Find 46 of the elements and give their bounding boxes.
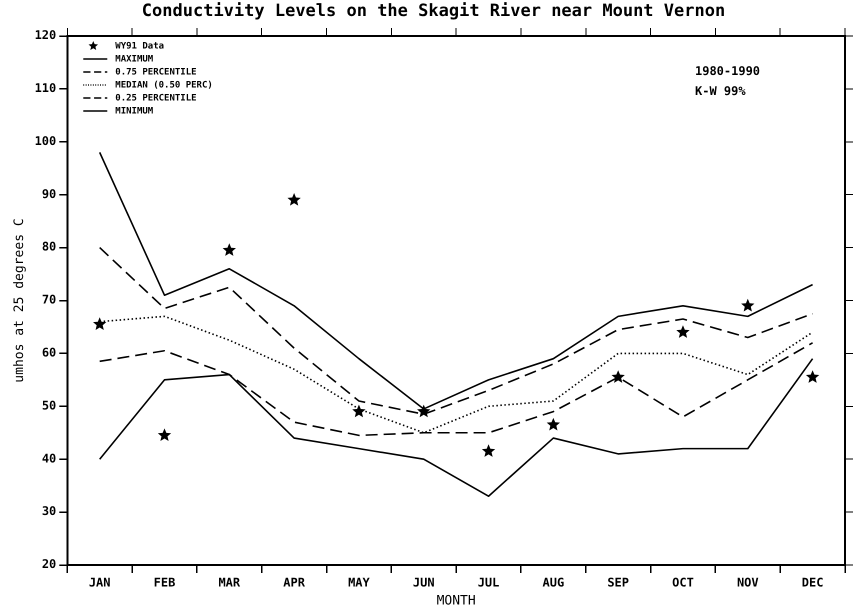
x-tick-label: AUG (542, 575, 564, 590)
point (676, 325, 690, 338)
x-tick-label: JUN (412, 575, 435, 590)
x-tick-label: MAY (348, 575, 371, 590)
y-tick-label: 110 (34, 81, 56, 96)
legend-label: 0.25 PERCENTILE (115, 93, 197, 104)
point (222, 243, 236, 256)
legend-label: MINIMUM (115, 106, 154, 116)
point (158, 428, 172, 442)
x-tick-label: NOV (736, 575, 759, 590)
y-tick-label: 100 (34, 134, 56, 148)
y-tick-label: 70 (42, 292, 56, 307)
x-tick-label: OCT (672, 575, 694, 590)
y-tick-label: 120 (34, 28, 56, 42)
x-tick-label: SEP (607, 575, 630, 590)
point (417, 404, 430, 418)
legend-label: MAXIMUM (115, 54, 154, 64)
legend-label: MEDIAN (0.50 PERC) (115, 80, 213, 90)
x-tick-label: APR (283, 575, 306, 590)
point (546, 418, 560, 430)
point (612, 370, 625, 383)
y-tick-label: 20 (42, 557, 56, 572)
chart-title: Conductivity Levels on the Skagit River near Mount Vernon (140, 0, 726, 22)
annotation: K-W 99% (695, 84, 746, 98)
y-tick-label: 50 (42, 398, 56, 412)
x-tick-label: MAR (218, 575, 241, 590)
point (287, 192, 301, 206)
point (806, 370, 820, 383)
x-tick-label: FEB (154, 575, 176, 590)
y-tick-label: 90 (42, 186, 56, 201)
annotation: 1980-1990 (695, 64, 760, 78)
y-tick-label: 40 (42, 451, 56, 466)
y-tick-label: 60 (42, 346, 56, 360)
y-tick-label: 30 (42, 504, 56, 518)
y-axis-title: umhos at 25 degrees C (12, 218, 28, 383)
x-tick-label: JUL (478, 575, 500, 590)
point (93, 317, 106, 330)
x-tick-label: DEC (802, 575, 824, 590)
legend-label: 0.75 PERCENTILE (115, 67, 197, 78)
legend-label: WY91 Data (115, 41, 164, 52)
x-tick-label: JAN (88, 575, 111, 590)
point (741, 298, 754, 312)
point (482, 444, 496, 457)
y-tick-label: 80 (42, 240, 56, 254)
point (352, 404, 366, 418)
x-axis-title: MONTH (436, 594, 476, 609)
